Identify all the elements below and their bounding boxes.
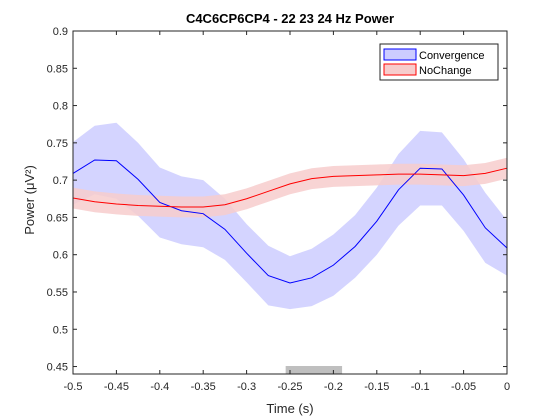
line-nochange — [72, 167, 508, 208]
y-axis-ticks: 0.45 0.5 0.55 0.6 0.65 0.7 0.75 0.8 0.85 0.9 — [47, 26, 507, 374]
x-axis-ticks: -0.5 -0.45 -0.4 -0.35 -0.3 -0.25 -0.2 -0.15 -0.1… — [64, 31, 510, 393]
y-tick-label: 0.7 — [53, 175, 68, 187]
x-tick-label: -0.35 — [191, 381, 216, 393]
significance-bar — [285, 366, 343, 374]
significance-bar-group — [285, 366, 343, 374]
x-tick-label: -0.1 — [411, 381, 430, 393]
legend-label-nochange: NoChange — [419, 65, 472, 77]
x-tick-label: -0.15 — [364, 381, 389, 393]
x-tick-label: -0.25 — [277, 381, 302, 393]
x-tick-label: -0.2 — [324, 381, 343, 393]
legend-swatch-convergence — [383, 48, 417, 61]
y-tick-label: 0.5 — [53, 324, 68, 336]
confidence-bands — [73, 122, 507, 310]
x-tick-label: -0.05 — [451, 381, 476, 393]
y-axis-label: Power (μV²) — [22, 165, 37, 235]
x-axis-label: Time (s) — [266, 401, 313, 416]
x-tick-label: -0.45 — [104, 381, 129, 393]
y-tick-label: 0.8 — [53, 101, 68, 113]
y-tick-label: 0.55 — [47, 287, 68, 299]
y-tick-label: 0.45 — [47, 362, 68, 374]
band-nochange — [73, 157, 507, 218]
y-tick-label: 0.85 — [47, 63, 68, 75]
y-tick-label: 0.75 — [47, 138, 68, 150]
series-lines — [72, 159, 508, 284]
y-tick-label: 0.6 — [53, 250, 68, 262]
line-convergence — [72, 159, 508, 284]
chart-title: C4C6CP6CP4 - 22 23 24 Hz Power — [186, 11, 394, 26]
y-tick-label: 0.9 — [53, 26, 68, 38]
x-tick-label: -0.4 — [150, 381, 169, 393]
x-tick-label: 0 — [504, 381, 510, 393]
y-tick-label: 0.65 — [47, 212, 68, 224]
legend-swatch-nochange — [383, 63, 417, 76]
x-tick-label: -0.3 — [237, 381, 256, 393]
x-tick-label: -0.5 — [64, 381, 83, 393]
legend-label-convergence: Convergence — [419, 50, 484, 62]
legend: Convergence NoChange — [379, 43, 499, 81]
